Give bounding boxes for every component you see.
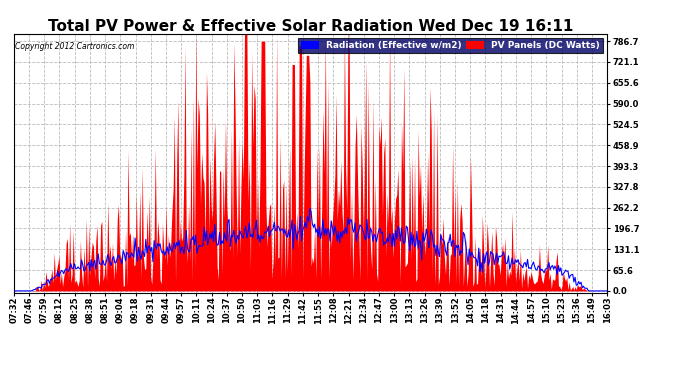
- Text: Copyright 2012 Cartronics.com: Copyright 2012 Cartronics.com: [15, 42, 135, 51]
- Title: Total PV Power & Effective Solar Radiation Wed Dec 19 16:11: Total PV Power & Effective Solar Radiati…: [48, 19, 573, 34]
- Legend: Radiation (Effective w/m2), PV Panels (DC Watts): Radiation (Effective w/m2), PV Panels (D…: [298, 38, 602, 53]
